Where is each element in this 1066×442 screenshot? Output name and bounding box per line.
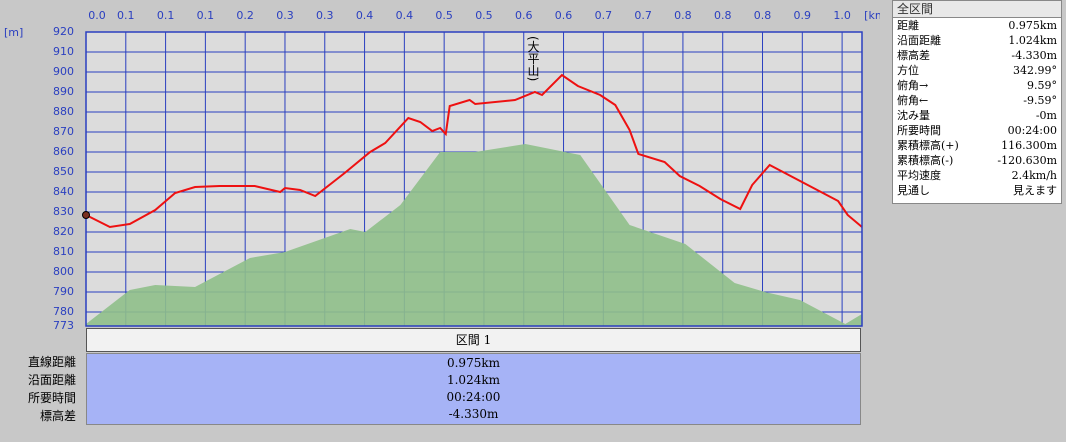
summary-value: 0.975km [1008,19,1057,32]
section-row: 00:24:00 [87,388,860,406]
summary-row: 累積標高(+) 116.300m [893,138,1061,153]
summary-value: 2.4km/h [1011,169,1057,182]
x-tick-label: 0.7 [595,9,613,22]
section-value: 00:24:00 [446,390,501,404]
summary-row: 標高差 -4.330m [893,48,1061,63]
x-tick-label: 0.8 [714,9,732,22]
x-tick-label: 0.2 [236,9,254,22]
x-tick-label: 0.3 [276,9,294,22]
x-tick-label: 0.7 [634,9,652,22]
y-tick-label: 860 [53,145,74,158]
plot-border [85,31,863,327]
summary-label: 沈み量 [897,109,930,122]
summary-label: 沿面距離 [897,34,941,47]
summary-value: -0m [1035,109,1057,122]
annotation: (大平山) [526,36,540,81]
section-label: 標高差 [39,409,76,423]
x-tick-label: 0.4 [396,9,414,22]
section-label: 所要時間 [27,391,76,405]
summary-row: 沿面距離 1.024km [893,33,1061,48]
x-tick-label: 0.6 [515,9,533,22]
summary-row: 沈み量 -0m [893,108,1061,123]
y-tick-label: 820 [53,225,74,238]
y-tick-label: 870 [53,125,74,138]
y-tick-label: 920 [53,25,74,38]
summary-label: 累積標高(+) [897,139,959,152]
y-tick-label: 780 [53,305,74,318]
x-tick-label: 0.8 [754,9,772,22]
summary-label: 俯角→ [897,79,929,92]
x-tick-label: 0.8 [674,9,692,22]
summary-row: 俯角→ 9.59° [893,78,1061,93]
y-tick-label: 810 [53,245,74,258]
summary-value: 00:24:00 [1007,124,1057,137]
x-tick-label: 0.0 [88,9,106,22]
section-row: 0.975km [87,354,860,372]
summary-value: 342.99° [1013,64,1057,77]
x-tick-label: 1.0 [833,9,851,22]
section-header[interactable]: 区間 1 [86,328,861,352]
summary-title: 全区間 [893,1,1061,18]
summary-label: 見通し [897,184,930,197]
summary-row: 俯角← -9.59° [893,93,1061,108]
x-tick-label: 0.1 [117,9,135,22]
section-value: -4.330m [448,407,499,421]
section-label: 直線距離 [27,355,76,369]
section-value: 0.975km [446,356,500,370]
summary-value: -120.630m [997,154,1057,167]
summary-value: 見えます [1013,184,1057,197]
summary-label: 累積標高(-) [897,154,954,167]
summary-label: 標高差 [897,49,930,62]
summary-label: 距離 [897,19,919,32]
y-tick-label: 800 [53,265,74,278]
summary-value: 116.300m [1001,139,1057,152]
section-label: 沿面距離 [27,373,76,387]
summary-value: 9.59° [1027,79,1057,92]
section-band: 0.975km 1.024km 00:24:00 -4.330m [86,353,861,425]
y-tick-label: 890 [53,85,74,98]
start-marker [82,211,90,219]
profile-chart: 920 910 900 890 880 870 860 850 840 830 820 810 800 7… [4,9,880,330]
summary-label: 平均速度 [897,169,941,182]
summary-row: 累積標高(-) -120.630m [893,153,1061,168]
summary-row: 所要時間 00:24:00 [893,123,1061,138]
x-tick-label: 0.6 [555,9,573,22]
y-tick-label: 850 [53,165,74,178]
y-tick-label: 840 [53,185,74,198]
summary-row: 平均速度 2.4km/h [893,168,1061,183]
summary-row: 距離 0.975km [893,18,1061,33]
y-unit: [m] [4,26,23,39]
x-tick-label: 0.1 [197,9,215,22]
terrain-area [86,144,862,326]
x-unit: [km] [864,9,880,22]
x-tick-label: 0.5 [475,9,493,22]
summary-label: 方位 [897,64,919,77]
summary-label: 俯角← [897,94,929,107]
route-line [85,73,863,229]
y-tick-label: 773 [53,319,74,330]
section-row: 1.024km [87,371,860,389]
summary-value: -4.330m [1011,49,1057,62]
summary-row: 方位 342.99° [893,63,1061,78]
x-tick-label: 0.1 [157,9,175,22]
x-tick-label: 0.3 [316,9,334,22]
section-value: 1.024km [446,373,500,387]
summary-panel: 全区間 距離 0.975km 沿面距離 1.024km 標高差 -4.330m 方位 342.9… [892,0,1062,204]
y-tick-label: 900 [53,65,74,78]
x-tick-label: 0.4 [356,9,374,22]
y-tick-label: 880 [53,105,74,118]
summary-value: -9.59° [1023,94,1057,107]
summary-label: 所要時間 [897,124,941,137]
y-tick-label: 830 [53,205,74,218]
section-row: -4.330m [87,405,860,423]
x-tick-label: 0.9 [794,9,812,22]
x-tick-label: 0.5 [435,9,453,22]
summary-row: 見通し 見えます [893,183,1061,198]
y-tick-label: 790 [53,285,74,298]
summary-value: 1.024km [1008,34,1057,47]
y-tick-label: 910 [53,45,74,58]
